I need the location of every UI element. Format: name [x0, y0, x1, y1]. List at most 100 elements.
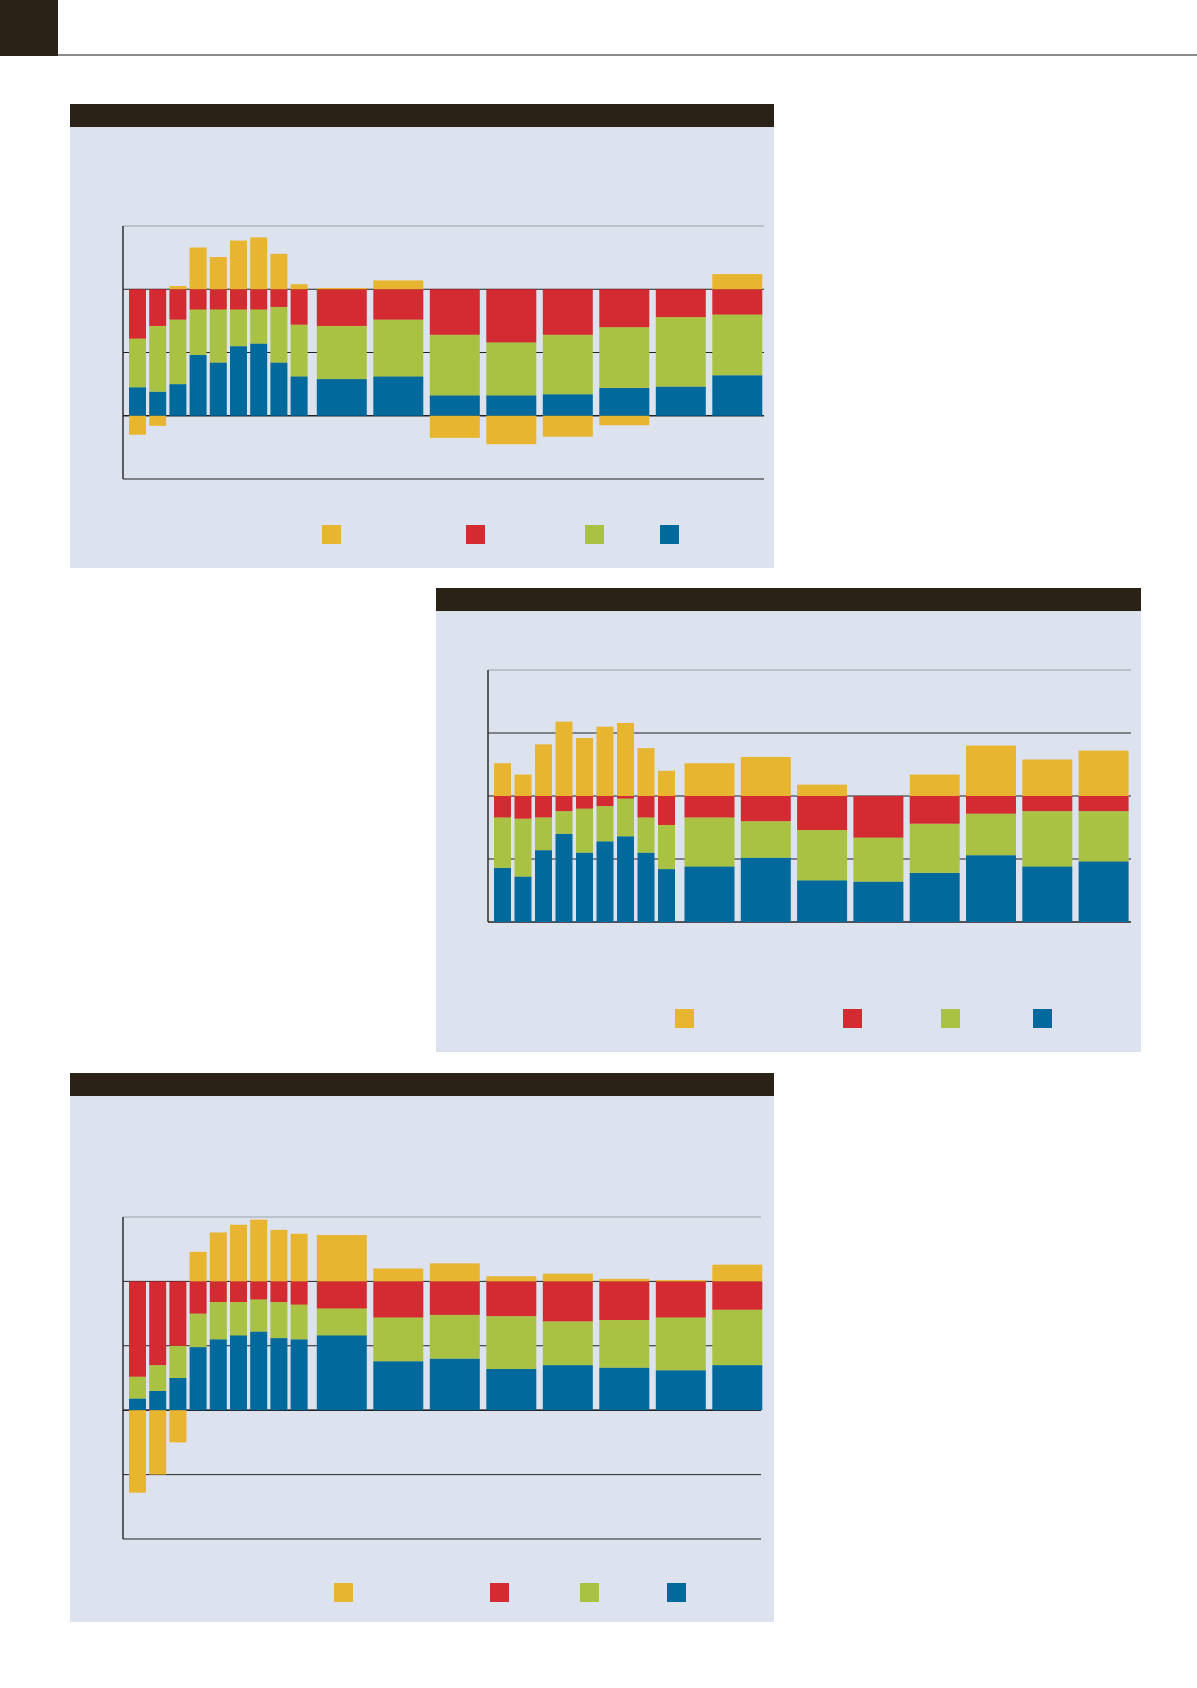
bar-segment-red [684, 796, 735, 818]
bar-segment-yellow [316, 1235, 367, 1282]
bar-segment-yellow [230, 1224, 247, 1282]
bar-segment-yellow [655, 1280, 706, 1282]
bar-segment-yellow [555, 721, 573, 796]
bar-segment-green [373, 319, 424, 377]
bar-segment-blue [169, 1378, 187, 1411]
bar-segment-red [599, 289, 650, 328]
bar-segment-green [576, 808, 593, 853]
bar-segment-green [149, 325, 167, 392]
bar-segment-blue [740, 857, 791, 922]
bar-segment-blue [230, 346, 247, 416]
bar-segment-blue [655, 1370, 706, 1411]
legend-swatch-red [490, 1583, 509, 1602]
bar-segment-yellow [270, 1229, 288, 1282]
bar-segment-yellow [486, 415, 537, 445]
bar-segment-green [684, 817, 735, 867]
bar-segment-blue [373, 376, 424, 416]
legend-swatch-green [585, 525, 604, 544]
bar-segment-yellow [429, 415, 480, 438]
bar-segment-blue [149, 1390, 167, 1411]
bar-segment-yellow [209, 256, 227, 290]
bar-segment-green [209, 1302, 227, 1340]
bar-segment-red [316, 1281, 367, 1309]
bar-segment-blue [555, 833, 573, 922]
bar-segment-red [373, 1281, 424, 1318]
bar-segment-green [712, 1309, 763, 1366]
legend-swatch-blue [660, 525, 679, 544]
bar-segment-yellow [542, 1273, 593, 1282]
bar-segment-green [658, 824, 675, 870]
bar-segment-blue [853, 881, 904, 922]
bar-segment-yellow [514, 774, 532, 796]
bar-segment-blue [290, 376, 308, 416]
bar-segment-yellow [599, 1278, 650, 1282]
bar-segment-yellow [576, 738, 593, 796]
bar-segment-green [542, 334, 593, 395]
bar-segment-red [230, 1281, 247, 1303]
bar-segment-red [290, 289, 308, 325]
bar-segment-yellow [542, 415, 593, 437]
bar-segment-blue [655, 386, 706, 416]
bar-segment-green [1078, 811, 1129, 862]
legend-swatch-green [580, 1583, 599, 1602]
bar-segment-green [270, 1302, 288, 1339]
bar-segment-red [486, 289, 537, 343]
bar-segment-green [189, 309, 207, 356]
bar-segment-red [316, 289, 367, 326]
bar-segment-yellow [230, 240, 247, 290]
bar-segment-blue [576, 852, 593, 922]
bar-segment-yellow [189, 247, 207, 290]
bar-segment-blue [797, 880, 848, 922]
bar-segment-green [617, 798, 634, 837]
bar-segment-yellow [169, 1410, 187, 1443]
bar-segment-green [535, 817, 552, 851]
bar-segment-red [373, 289, 424, 320]
bar-segment-yellow [712, 1264, 763, 1282]
bar-segment-yellow [535, 744, 552, 796]
bar-segment-blue [129, 387, 146, 416]
bar-segment-red [599, 1281, 650, 1321]
chart-2-plot [487, 669, 1131, 923]
bar-segment-blue [535, 850, 552, 922]
bar-segment-green [596, 806, 614, 842]
bar-segment-red [555, 796, 573, 812]
bar-segment-red [542, 289, 593, 335]
bar-segment-green [712, 314, 763, 376]
bar-segment-yellow [712, 274, 763, 290]
bar-segment-green [189, 1313, 207, 1348]
bar-segment-blue [290, 1339, 308, 1411]
bar-segment-blue [542, 1365, 593, 1411]
bar-segment-blue [596, 841, 614, 922]
bar-segment-red [576, 796, 593, 809]
bar-segment-red [617, 796, 634, 799]
bar-segment-red [250, 1281, 268, 1300]
bar-segment-blue [712, 375, 763, 416]
bar-segment-yellow [189, 1251, 207, 1282]
bar-segment-yellow [599, 415, 650, 426]
bar-segment-blue [189, 355, 207, 416]
bar-segment-blue [230, 1335, 247, 1411]
bar-segment-green [542, 1321, 593, 1366]
bar-segment-blue [1022, 866, 1073, 922]
bar-segment-blue [637, 852, 655, 922]
bar-segment-yellow [149, 1410, 167, 1475]
bar-segment-blue [250, 1331, 268, 1411]
bar-segment-green [250, 1299, 268, 1332]
bar-segment-yellow [637, 748, 655, 796]
bar-segment-blue [486, 395, 537, 416]
bar-segment-green [637, 817, 655, 853]
bar-segment-blue [542, 394, 593, 416]
bar-segment-yellow [149, 415, 167, 426]
bar-segment-yellow [129, 1410, 146, 1493]
bar-segment-red [169, 1281, 187, 1346]
bar-segment-green [555, 811, 573, 834]
bar-segment-green [429, 334, 480, 396]
bar-segment-blue [429, 1358, 480, 1411]
bar-segment-blue [514, 876, 532, 922]
bar-segment-yellow [740, 756, 791, 796]
bar-segment-red [655, 289, 706, 318]
bar-segment-yellow [1022, 759, 1073, 796]
bar-segment-red [209, 1281, 227, 1303]
bar-segment-red [189, 289, 207, 310]
bar-segment-green [290, 1304, 308, 1340]
